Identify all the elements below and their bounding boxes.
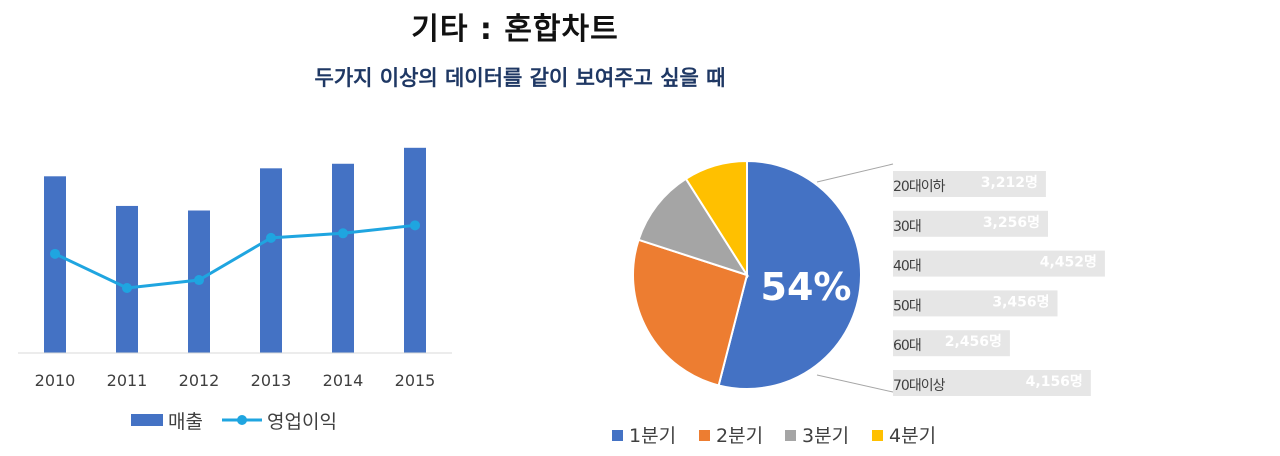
- point-profit-2011: [122, 283, 132, 294]
- pie-legend-swatch: [699, 430, 710, 441]
- point-profit-2012: [194, 275, 204, 286]
- pie-center-label: 54%: [761, 265, 852, 309]
- bar-sales-2014: [332, 163, 354, 353]
- age-value-label: 4,452명: [1040, 254, 1097, 271]
- age-category-label: 30대: [893, 219, 921, 235]
- x-tick-label: 2014: [323, 371, 364, 390]
- age-category-label: 60대: [893, 338, 921, 354]
- legend-marker-profit: [237, 415, 247, 425]
- combo-chart: 2010 2011 2012 2013 2014 2015 매출 영업이익: [18, 147, 452, 433]
- pie-legend-label: 2분기: [716, 425, 763, 447]
- pie-legend-label: 1분기: [629, 425, 676, 447]
- pie-slice-4: [684, 159, 748, 279]
- age-value-label: 3,212명: [981, 174, 1038, 191]
- pie-legend-label: 3분기: [802, 425, 849, 447]
- pie-slice-2: [632, 238, 749, 387]
- age-bar-4: [893, 290, 1058, 317]
- age-value-label: 3,456명: [992, 293, 1049, 310]
- age-value-label: 2,456명: [945, 333, 1002, 350]
- point-profit-2013: [266, 232, 276, 243]
- point-profit-2015: [410, 220, 420, 231]
- pie-slice-3: [637, 177, 750, 277]
- pie-chart: 20대이하 3,212명 30대 3,256명 40대 4,452명 50대 3,456명 60…: [612, 159, 1105, 447]
- callout-line-bottom: [816, 374, 894, 393]
- age-bar-2: [893, 210, 1048, 237]
- age-category-label: 40대: [893, 259, 921, 275]
- age-category-label: 50대: [893, 298, 921, 314]
- age-bar-3: [893, 250, 1105, 277]
- x-tick-label: 2010: [35, 371, 76, 390]
- age-bar-6: [893, 370, 1091, 396]
- page-title: 기타 : 혼합차트: [411, 12, 619, 47]
- age-category-label: 70대이상: [893, 378, 946, 394]
- pie-legend-swatch: [872, 430, 883, 441]
- callout-line-top: [816, 163, 894, 183]
- legend-label-profit: 영업이익: [267, 411, 337, 433]
- pie-legend-swatch: [785, 430, 796, 441]
- age-bar-1: [893, 171, 1046, 197]
- combo-legend: 매출 영업이익: [131, 411, 337, 433]
- bar-sales-2010: [44, 176, 66, 353]
- x-tick-label: 2015: [395, 371, 436, 390]
- point-profit-2010: [50, 248, 60, 259]
- x-tick-label: 2013: [251, 371, 292, 390]
- age-value-label: 3,256명: [983, 214, 1040, 231]
- age-category-label: 20대이하: [893, 179, 946, 195]
- point-profit-2014: [338, 228, 348, 239]
- bar-sales-2011: [116, 205, 138, 353]
- bar-sales-2013: [260, 168, 282, 353]
- age-value-label: 4,156명: [1026, 373, 1083, 390]
- pie-legend-swatch: [612, 430, 623, 441]
- line-profit: [54, 223, 416, 290]
- x-tick-label: 2012: [179, 371, 220, 390]
- pie-legend-label: 4분기: [889, 425, 936, 447]
- x-tick-label: 2011: [107, 371, 148, 390]
- pie-slice-1: [717, 159, 862, 390]
- legend-label-sales: 매출: [168, 411, 203, 433]
- age-bar-5: [893, 330, 1010, 357]
- bar-sales-2015: [404, 147, 426, 353]
- page-subtitle: 두가지 이상의 데이터를 같이 보여주고 싶을 때: [314, 66, 726, 90]
- legend-swatch-sales: [131, 414, 163, 426]
